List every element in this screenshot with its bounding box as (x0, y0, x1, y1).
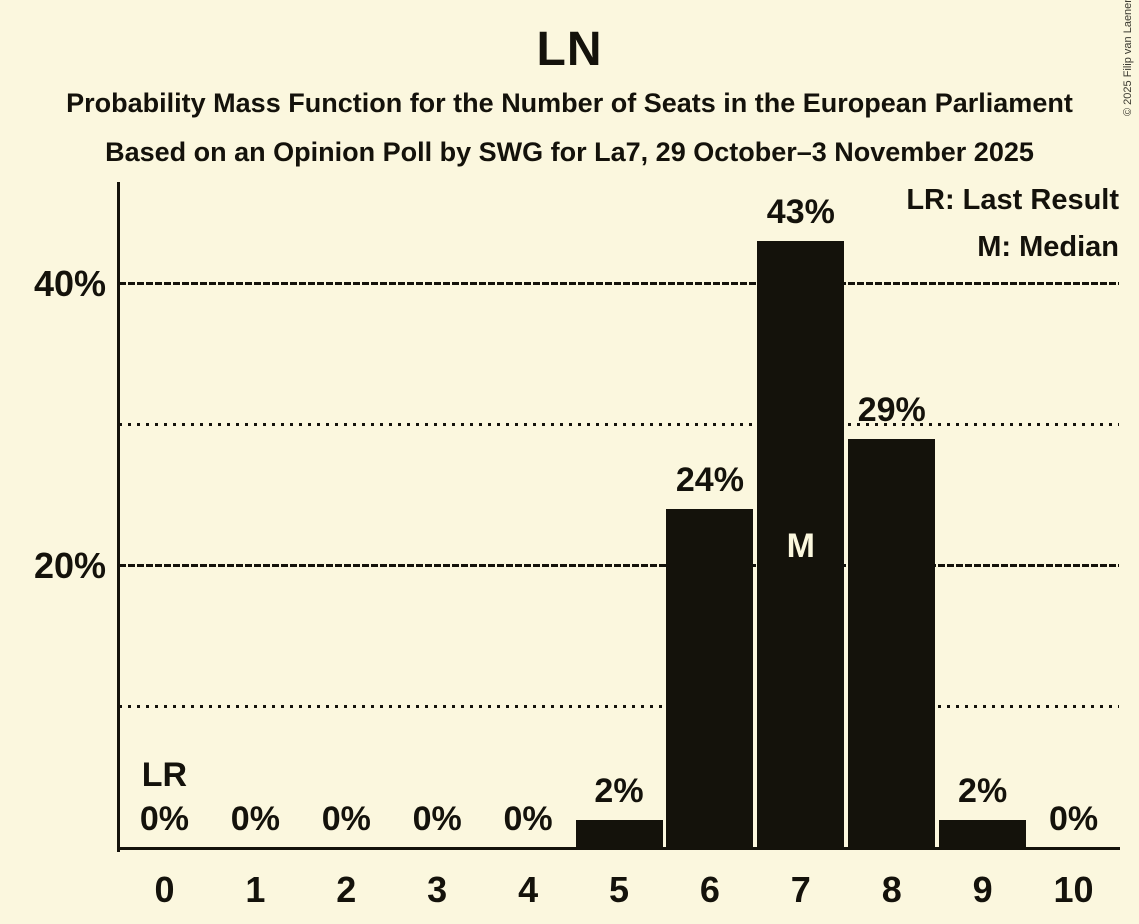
y-axis-tick-label: 40% (33, 262, 106, 304)
gridline-20 (119, 564, 1119, 568)
bar-value-label-10: 0% (1048, 800, 1099, 838)
x-axis-tick-label-7: 7 (790, 869, 811, 910)
bar-value-label-8: 29% (857, 390, 926, 429)
chart-subtitle: Probability Mass Function for the Number… (66, 88, 1073, 118)
gridline-30 (119, 423, 1119, 427)
x-axis-line (117, 847, 1120, 850)
bar-value-label-7: 43% (766, 193, 835, 232)
bar-value-label-2: 0% (321, 800, 371, 838)
chart-subtitle-poll: Based on an Opinion Poll by SWG for La7,… (105, 137, 1034, 167)
last-result-marker: LR (141, 756, 188, 794)
bar-value-label-0: 0% (139, 800, 190, 838)
y-axis-line (117, 182, 120, 852)
bar-value-label-5: 2% (594, 771, 644, 810)
bar-value-label-4: 0% (503, 800, 553, 838)
gridline-40 (119, 282, 1119, 286)
x-axis-tick-label-2: 2 (336, 869, 357, 910)
bar-9 (939, 819, 1027, 848)
bar-8 (848, 438, 936, 848)
bar-value-label-6: 24% (675, 461, 744, 500)
x-axis-tick-label-9: 9 (972, 869, 993, 910)
legend-median: M: Median (977, 231, 1119, 263)
bar-7 (757, 241, 845, 848)
x-axis-tick-label-6: 6 (699, 869, 720, 910)
gridline-10 (119, 705, 1119, 709)
bar-value-label-1: 0% (230, 800, 280, 838)
x-axis-tick-label-3: 3 (427, 869, 448, 910)
x-axis-tick-label-1: 1 (245, 869, 266, 910)
bar-6 (666, 509, 754, 848)
x-axis-tick-label-5: 5 (608, 869, 630, 910)
y-axis-tick-label: 20% (33, 544, 106, 586)
bar-value-label-9: 2% (958, 771, 1008, 810)
bar-5 (575, 819, 663, 848)
bar-value-label-3: 0% (412, 800, 462, 838)
median-marker: M (786, 527, 815, 565)
legend-last-result: LR: Last Result (906, 184, 1119, 216)
chart-title: LN (536, 23, 603, 76)
x-axis-tick-label-10: 10 (1053, 869, 1094, 910)
copyright-notice: © 2025 Filip van Laenen (1122, 0, 1134, 116)
x-axis-tick-label-0: 0 (154, 869, 175, 910)
x-axis-tick-label-4: 4 (518, 869, 539, 910)
x-axis-tick-label-8: 8 (881, 869, 902, 910)
